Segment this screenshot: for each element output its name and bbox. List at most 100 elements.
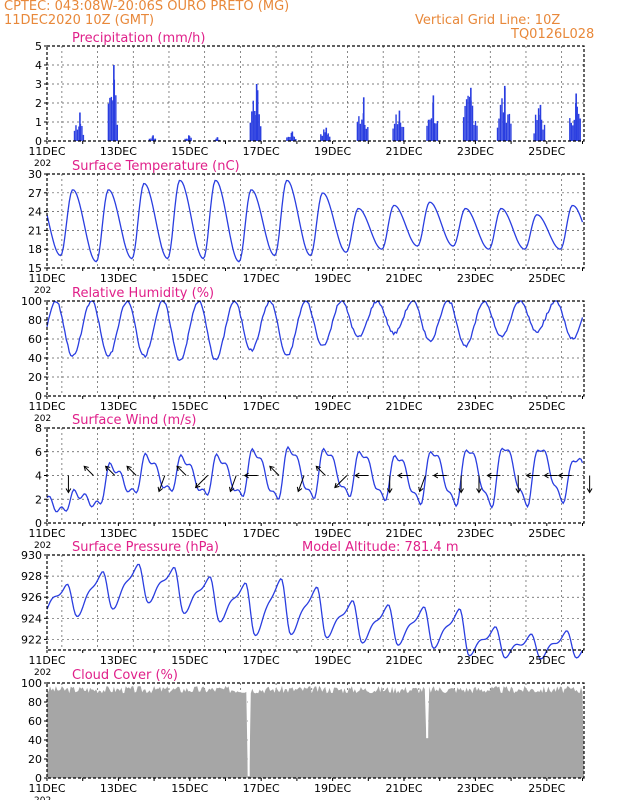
y-tick-label: 15 bbox=[28, 262, 42, 275]
precip-bar bbox=[496, 127, 499, 141]
precip-bar bbox=[573, 119, 575, 141]
x-tick-label: 19DEC bbox=[314, 654, 351, 667]
x-tick-label: 19DEC bbox=[314, 145, 351, 158]
x-tick-label: 19DEC bbox=[314, 400, 351, 413]
precip-bar bbox=[324, 132, 326, 141]
wind-arrow bbox=[126, 465, 137, 476]
y-tick-label: 60 bbox=[28, 715, 42, 728]
y-tick-label: 930 bbox=[21, 549, 42, 562]
wind-arrowhead bbox=[476, 488, 482, 494]
temp-title: Surface Temperature (nC) bbox=[72, 159, 240, 174]
precip-bar bbox=[476, 125, 478, 141]
x-tick-label: 11DEC bbox=[28, 527, 65, 540]
x-tick-label: 23DEC bbox=[457, 272, 494, 285]
precip-bar bbox=[251, 111, 253, 141]
wind-arrowhead bbox=[525, 472, 531, 479]
precip-bar bbox=[501, 98, 503, 141]
x-year-label: 202 bbox=[34, 796, 51, 800]
precip-frame bbox=[46, 45, 585, 142]
precip-bar bbox=[321, 135, 323, 141]
x-tick-label: 19DEC bbox=[314, 527, 351, 540]
x-tick-label: 17DEC bbox=[243, 400, 280, 413]
wind-arrowhead bbox=[65, 488, 72, 494]
y-tick-label: 924 bbox=[21, 612, 42, 625]
y-tick-label: 40 bbox=[28, 352, 42, 365]
wind-arrow bbox=[158, 475, 166, 492]
wind-arrowhead bbox=[296, 486, 303, 493]
cloud-frame bbox=[46, 682, 585, 779]
precip-bar bbox=[258, 114, 260, 141]
precip-bar bbox=[578, 113, 580, 141]
precip-bar bbox=[184, 138, 186, 141]
wind-arrow bbox=[195, 475, 209, 488]
precip-bar bbox=[115, 95, 117, 141]
header-run-time: 11DEC2020 10Z (GMT) bbox=[4, 13, 155, 28]
y-tick-label: 0 bbox=[35, 135, 42, 148]
y-tick-label: 100 bbox=[21, 677, 42, 690]
precip-bar bbox=[543, 124, 546, 141]
precip-bar bbox=[392, 128, 394, 141]
y-tick-label: 21 bbox=[28, 224, 42, 237]
pres-subtitle: Model Altitude: 781.4 m bbox=[302, 540, 459, 555]
wind-arrow bbox=[176, 465, 187, 476]
y-tick-label: 1 bbox=[35, 116, 42, 129]
x-year-label: 202 bbox=[34, 414, 51, 424]
precip-bar bbox=[436, 120, 439, 141]
pres-series-line bbox=[46, 563, 584, 660]
precip-bar bbox=[81, 126, 83, 141]
x-tick-label: 11DEC bbox=[28, 400, 65, 413]
x-tick-label: 21DEC bbox=[385, 654, 422, 667]
precip-bar-peak bbox=[539, 104, 542, 141]
precip-bar bbox=[190, 137, 192, 141]
precip-bar bbox=[464, 105, 466, 141]
precip-bar bbox=[323, 129, 325, 141]
precip-bar bbox=[473, 124, 475, 141]
precip-bar-peak bbox=[113, 65, 115, 141]
x-tick-label: 11DEC bbox=[28, 782, 65, 795]
wind-arrowhead bbox=[194, 482, 201, 489]
x-tick-label: 25DEC bbox=[528, 272, 565, 285]
precip-bar bbox=[540, 119, 543, 141]
precip-panel: 0 1 2 3 4 5 11DEC 13DEC 15DEC 17DEC 19DEC 21DEC 23DE… bbox=[28, 31, 585, 169]
precip-bar-peak bbox=[432, 95, 435, 141]
wind-arrowhead bbox=[486, 472, 492, 479]
precip-bar bbox=[474, 120, 477, 141]
precip-bar bbox=[78, 126, 80, 141]
wind-arrow bbox=[269, 465, 280, 476]
precip-bar-peak bbox=[79, 112, 81, 141]
x-tick-label: 13DEC bbox=[100, 145, 137, 158]
x-tick-label: 25DEC bbox=[528, 145, 565, 158]
x-year-label: 202 bbox=[34, 159, 51, 169]
x-tick-label: 11DEC bbox=[28, 145, 65, 158]
x-tick-label: 21DEC bbox=[385, 272, 422, 285]
x-year-label: 202 bbox=[34, 668, 51, 678]
header-grid-note: Vertical Grid Line: 10Z bbox=[415, 13, 561, 28]
x-tick-label: 11DEC bbox=[28, 272, 65, 285]
x-tick-label: 23DEC bbox=[457, 527, 494, 540]
precip-bar bbox=[570, 122, 572, 141]
precip-bar bbox=[150, 138, 152, 141]
precip-bar bbox=[109, 97, 111, 141]
x-tick-label: 17DEC bbox=[243, 654, 280, 667]
precip-bar bbox=[320, 134, 322, 141]
precip-bar bbox=[471, 105, 474, 141]
y-tick-label: 926 bbox=[21, 591, 42, 604]
cloud-panel: 0 20 40 60 80 100 11DEC 13DEC 15DEC 17DEC 19DEC 21D… bbox=[21, 668, 585, 800]
precip-bar-peak bbox=[188, 135, 190, 141]
precip-bar bbox=[498, 118, 500, 141]
precip-bar bbox=[358, 116, 360, 141]
precip-bar bbox=[82, 134, 85, 141]
cloud-title: Cloud Cover (%) bbox=[72, 668, 178, 683]
x-tick-label: 25DEC bbox=[528, 782, 565, 795]
precip-bar bbox=[254, 110, 256, 141]
y-tick-label: 8 bbox=[35, 422, 42, 435]
y-tick-label: 2 bbox=[35, 493, 42, 506]
x-tick-label: 17DEC bbox=[243, 145, 280, 158]
precip-bar bbox=[73, 130, 76, 141]
precip-bar-peak bbox=[325, 127, 328, 141]
wind-arrowhead bbox=[386, 488, 393, 494]
precip-bar bbox=[572, 125, 574, 141]
pres-panel: 922 924 926 928 930 11DEC 13DEC 15DEC 17DEC 19DEC… bbox=[21, 540, 585, 678]
y-tick-label: 27 bbox=[28, 187, 42, 200]
y-tick-label: 4 bbox=[35, 470, 42, 483]
